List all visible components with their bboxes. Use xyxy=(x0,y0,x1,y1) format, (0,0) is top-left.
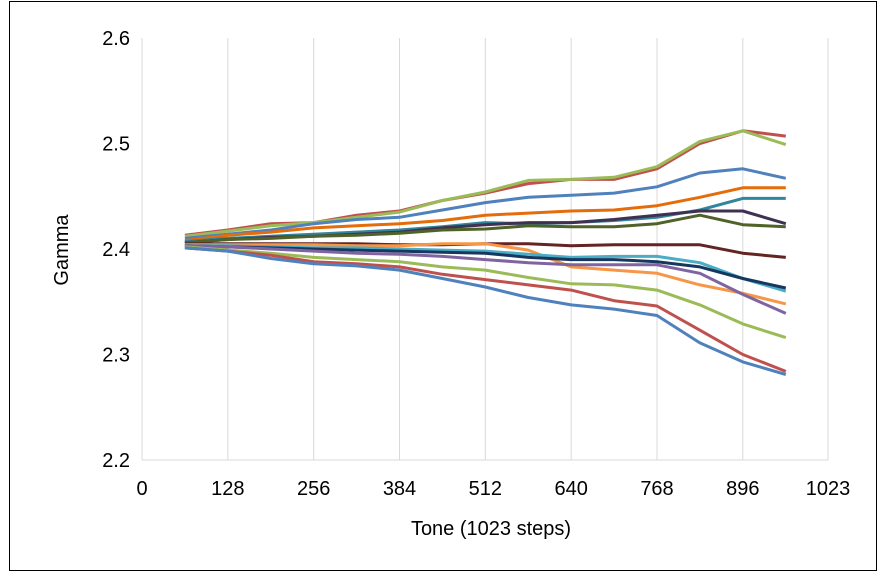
series-line-14 xyxy=(184,246,787,373)
y-tick-label: 2.4 xyxy=(102,239,130,261)
series-lines xyxy=(184,129,787,376)
series-line-9 xyxy=(184,242,787,306)
y-tick-label: 2.2 xyxy=(102,450,130,472)
x-tick-labels: 0 128 256 384 512 640 768 896 1023 xyxy=(136,478,850,500)
y-tick-label: 2.5 xyxy=(102,134,130,156)
chart-frame: 0 128 256 384 512 640 768 896 1023 2.2 2.3 2.4 2.5 2… xyxy=(9,1,877,571)
x-tick-label: 896 xyxy=(726,478,759,500)
gamma-line-chart: 0 128 256 384 512 640 768 896 1023 2.22.32.42.52… xyxy=(51,28,850,540)
x-axis-title: Tone (1023 steps) xyxy=(411,518,571,540)
x-tick-label: 0 xyxy=(136,478,147,500)
series-line-13 xyxy=(184,245,787,340)
x-tick-label: 512 xyxy=(469,478,502,500)
x-tick-label: 768 xyxy=(640,478,673,500)
y-axis-title: Gamma xyxy=(51,214,73,286)
x-tick-label: 384 xyxy=(383,478,416,500)
series-line-7 xyxy=(184,213,786,245)
series-line-3 xyxy=(184,167,787,240)
series-line-12 xyxy=(184,244,787,315)
series-line-4 xyxy=(184,186,786,243)
y-tick-label: 2.3 xyxy=(102,345,130,367)
x-tick-label: 128 xyxy=(211,478,244,500)
x-tick-label: 1023 xyxy=(806,478,851,500)
axes xyxy=(141,38,828,461)
x-tick-label: 640 xyxy=(554,478,587,500)
x-tick-label: 256 xyxy=(297,478,330,500)
series-line-2 xyxy=(184,129,787,238)
series-line-15 xyxy=(184,246,787,376)
y-tick-labels: 2.2 2.3 2.4 2.5 2.6 xyxy=(102,28,130,472)
y-tick-label: 2.6 xyxy=(102,28,130,50)
